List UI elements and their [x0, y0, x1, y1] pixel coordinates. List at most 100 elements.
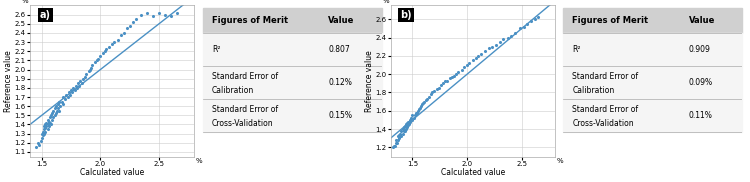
Point	[390, 141, 402, 144]
Text: Cross-Validation: Cross-Validation	[572, 119, 634, 128]
Point	[392, 135, 404, 138]
Text: %: %	[556, 158, 563, 164]
Point	[413, 107, 425, 110]
Point	[470, 56, 482, 59]
Point	[59, 97, 71, 100]
Point	[41, 123, 53, 126]
Point	[71, 86, 83, 89]
X-axis label: Calculated value: Calculated value	[80, 168, 144, 177]
Bar	[563, 9, 742, 33]
Point	[409, 114, 421, 117]
Point	[124, 24, 136, 27]
Point	[458, 65, 470, 68]
Point	[65, 88, 77, 91]
Point	[34, 139, 46, 142]
Bar	[563, 33, 742, 66]
Point	[39, 123, 51, 126]
Point	[394, 135, 406, 138]
Point	[478, 50, 490, 53]
Point	[402, 124, 414, 127]
Point	[398, 129, 410, 132]
Point	[45, 123, 57, 126]
Point	[43, 125, 55, 128]
Point	[509, 31, 521, 34]
Point	[92, 57, 104, 60]
Point	[486, 45, 498, 48]
Point	[66, 91, 78, 94]
Bar	[563, 66, 742, 99]
Text: %: %	[382, 0, 389, 4]
Text: Calibration: Calibration	[572, 86, 614, 95]
Point	[397, 132, 409, 135]
Bar	[202, 99, 382, 132]
Point	[400, 128, 412, 130]
Point	[74, 79, 86, 82]
Point	[56, 100, 68, 103]
Point	[37, 130, 49, 133]
Point	[419, 98, 431, 101]
Point	[426, 91, 438, 94]
Point	[397, 128, 409, 130]
Point	[388, 144, 400, 147]
Point	[106, 42, 118, 45]
Point	[50, 112, 62, 115]
Point	[36, 137, 48, 140]
Point	[76, 77, 88, 80]
Point	[466, 59, 478, 62]
Bar	[202, 9, 382, 33]
Point	[395, 129, 407, 132]
Text: Standard Error of: Standard Error of	[572, 105, 638, 114]
Point	[141, 11, 153, 14]
Point	[405, 117, 417, 120]
Text: 0.807: 0.807	[328, 45, 350, 54]
Point	[38, 125, 50, 128]
Text: Calibration: Calibration	[211, 86, 254, 95]
Point	[497, 38, 509, 41]
Bar	[563, 99, 742, 132]
Point	[461, 64, 473, 66]
Point	[80, 75, 92, 78]
Point	[94, 54, 106, 57]
Point	[49, 106, 61, 109]
Point	[391, 141, 403, 144]
Point	[82, 70, 94, 73]
Point	[165, 15, 177, 18]
Text: Figures of Merit: Figures of Merit	[211, 16, 288, 25]
Point	[430, 87, 442, 90]
Text: Figures of Merit: Figures of Merit	[572, 16, 649, 25]
Point	[41, 118, 53, 121]
Point	[419, 100, 430, 103]
Text: 0.12%: 0.12%	[328, 78, 352, 87]
Point	[47, 116, 59, 119]
Point	[38, 128, 50, 130]
Point	[86, 64, 98, 66]
Point	[398, 126, 410, 129]
Point	[416, 103, 428, 106]
Point	[418, 102, 430, 105]
Text: Cross-Validation: Cross-Validation	[211, 119, 274, 128]
Text: 0.15%: 0.15%	[328, 111, 352, 120]
Point	[407, 117, 419, 120]
Point	[36, 132, 48, 135]
Text: a): a)	[40, 10, 51, 20]
Point	[392, 139, 404, 141]
Text: Standard Error of: Standard Error of	[211, 72, 278, 81]
Point	[421, 97, 433, 100]
Point	[433, 86, 445, 89]
Text: 0.09%: 0.09%	[688, 78, 713, 87]
Point	[80, 73, 92, 76]
Point	[490, 43, 502, 46]
Point	[55, 105, 67, 108]
Text: 0.909: 0.909	[688, 45, 711, 54]
Point	[38, 132, 50, 135]
Text: Standard Error of: Standard Error of	[211, 105, 278, 114]
Point	[416, 105, 428, 108]
Point	[72, 82, 84, 85]
Text: 0.11%: 0.11%	[688, 111, 712, 120]
Point	[128, 21, 140, 23]
Point	[442, 79, 454, 82]
Point	[39, 127, 51, 130]
Point	[476, 53, 488, 56]
Point	[389, 144, 401, 147]
Point	[464, 62, 476, 65]
